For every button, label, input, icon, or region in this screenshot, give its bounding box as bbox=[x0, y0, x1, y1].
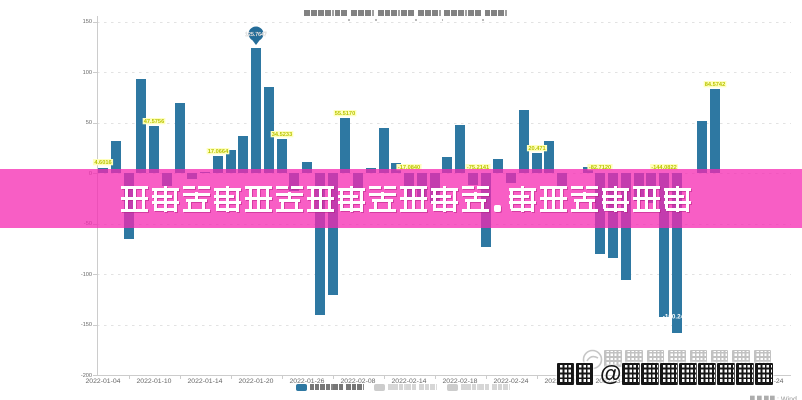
svg-text:125.7647: 125.7647 bbox=[245, 32, 267, 38]
